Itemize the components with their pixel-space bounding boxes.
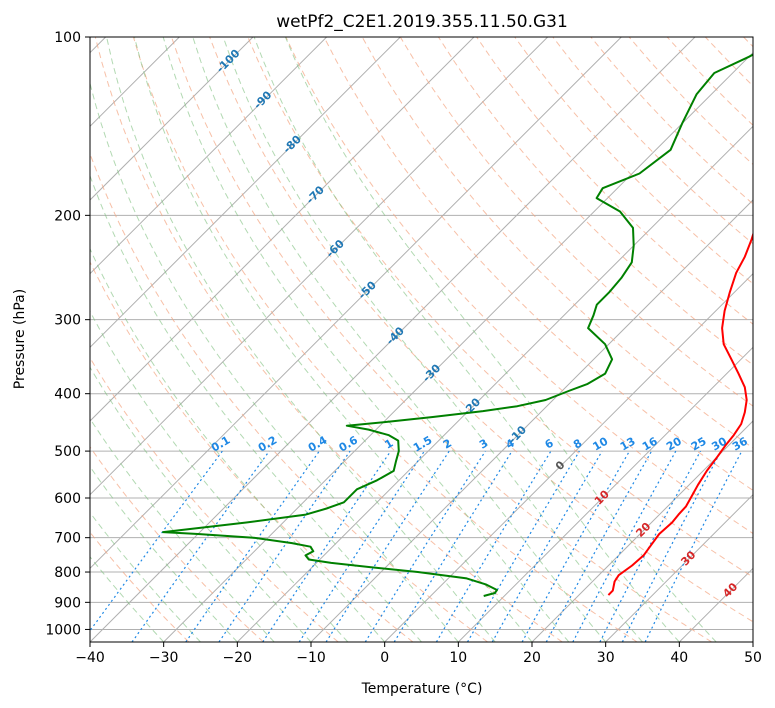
dry-adiabat (171, 37, 712, 642)
mixing-ratio-line (466, 450, 580, 642)
mixing-ratio-line (545, 450, 653, 642)
temperature-profile (607, 231, 753, 596)
y-tick-label: 800 (54, 565, 81, 581)
moist-adiabat (222, 37, 643, 642)
isotherm-line (90, 37, 696, 642)
mixing-ratio-line (521, 450, 631, 642)
dry-adiabat (514, 37, 753, 285)
x-tick-label: 30 (597, 650, 615, 666)
dry-adiabat (285, 37, 753, 535)
isotherm-line (605, 493, 753, 642)
x-tick-label: −20 (223, 650, 253, 666)
mixing-ratio-line (185, 450, 320, 642)
y-tick-label: 600 (54, 491, 81, 507)
x-tick-label: −10 (296, 650, 326, 666)
isotherm-line (90, 37, 549, 496)
mixing-ratio-line (90, 450, 223, 632)
y-tick-label: 700 (54, 531, 81, 547)
axis-ticks: −40 −30 −20 −10 0 10 20 30 40 50 100 200 300 400 500 60… (45, 30, 762, 666)
moist-adiabat (133, 37, 533, 642)
profiles (162, 53, 753, 597)
moist-adiabat (90, 465, 238, 642)
dry-adiabat (90, 446, 264, 642)
x-tick-label: −30 (149, 650, 179, 666)
moist-adiabat (192, 37, 607, 642)
isotherm-line (531, 420, 753, 642)
chart-title: wetPf2_C2E1.2019.355.11.50.G31 (276, 12, 568, 32)
isotherm-line (457, 346, 753, 642)
mixing-ratio-line (435, 450, 552, 642)
y-tick-label: 100 (54, 30, 81, 46)
y-tick-label: 500 (54, 444, 81, 460)
isotherm-line (236, 125, 753, 642)
x-tick-label: 40 (670, 650, 688, 666)
dry-adiabat (209, 37, 753, 623)
mixing-ratio-line (491, 450, 603, 642)
x-tick-label: −40 (75, 650, 105, 666)
mixing-ratio-line (364, 450, 486, 642)
isotherm-line (90, 37, 622, 570)
moist-adiabat (162, 37, 570, 642)
x-tick-label: 50 (744, 650, 762, 666)
x-tick-label: 10 (449, 650, 467, 666)
plot-background (90, 37, 753, 642)
y-tick-label: 200 (54, 208, 81, 224)
dewpoint-profile (162, 53, 753, 597)
moist-adiabat (90, 81, 459, 642)
mixing-ratio-line (298, 450, 425, 642)
plot-frame (89, 36, 754, 643)
y-tick-label: 1000 (45, 622, 81, 638)
isotherm-line (90, 37, 328, 275)
dry-adiabat (323, 37, 753, 491)
mixing-ratio-line (644, 450, 743, 642)
dry-adiabat (132, 37, 638, 642)
dry-adiabat (94, 37, 563, 642)
moist-adiabat (90, 174, 422, 642)
y-tick-label: 300 (54, 313, 81, 329)
isotherm-line (752, 641, 753, 642)
y-axis-title: Pressure (hPa) (12, 289, 28, 389)
isotherm-line (384, 272, 753, 642)
dry-adiabat (476, 37, 753, 325)
y-tick-label: 400 (54, 387, 81, 403)
x-tick-label: 0 (380, 650, 389, 666)
y-tick-label: 900 (54, 595, 81, 611)
dry-adiabat (90, 260, 414, 642)
mixing-ratio-line (621, 450, 722, 642)
background-lines (90, 37, 753, 642)
mixing-ratio-line (393, 450, 513, 642)
mixing-ratio-line (572, 450, 677, 642)
dry-adiabat (247, 37, 753, 578)
isotherm-line (90, 37, 254, 201)
x-axis-title: Temperature (°C) (361, 681, 483, 697)
x-tick-label: 20 (523, 650, 541, 666)
mixing-ratio-line (131, 450, 270, 642)
mixing-ratio-line (325, 450, 450, 642)
mixing-ratio-line (599, 450, 702, 642)
isotherm-line (163, 51, 753, 642)
